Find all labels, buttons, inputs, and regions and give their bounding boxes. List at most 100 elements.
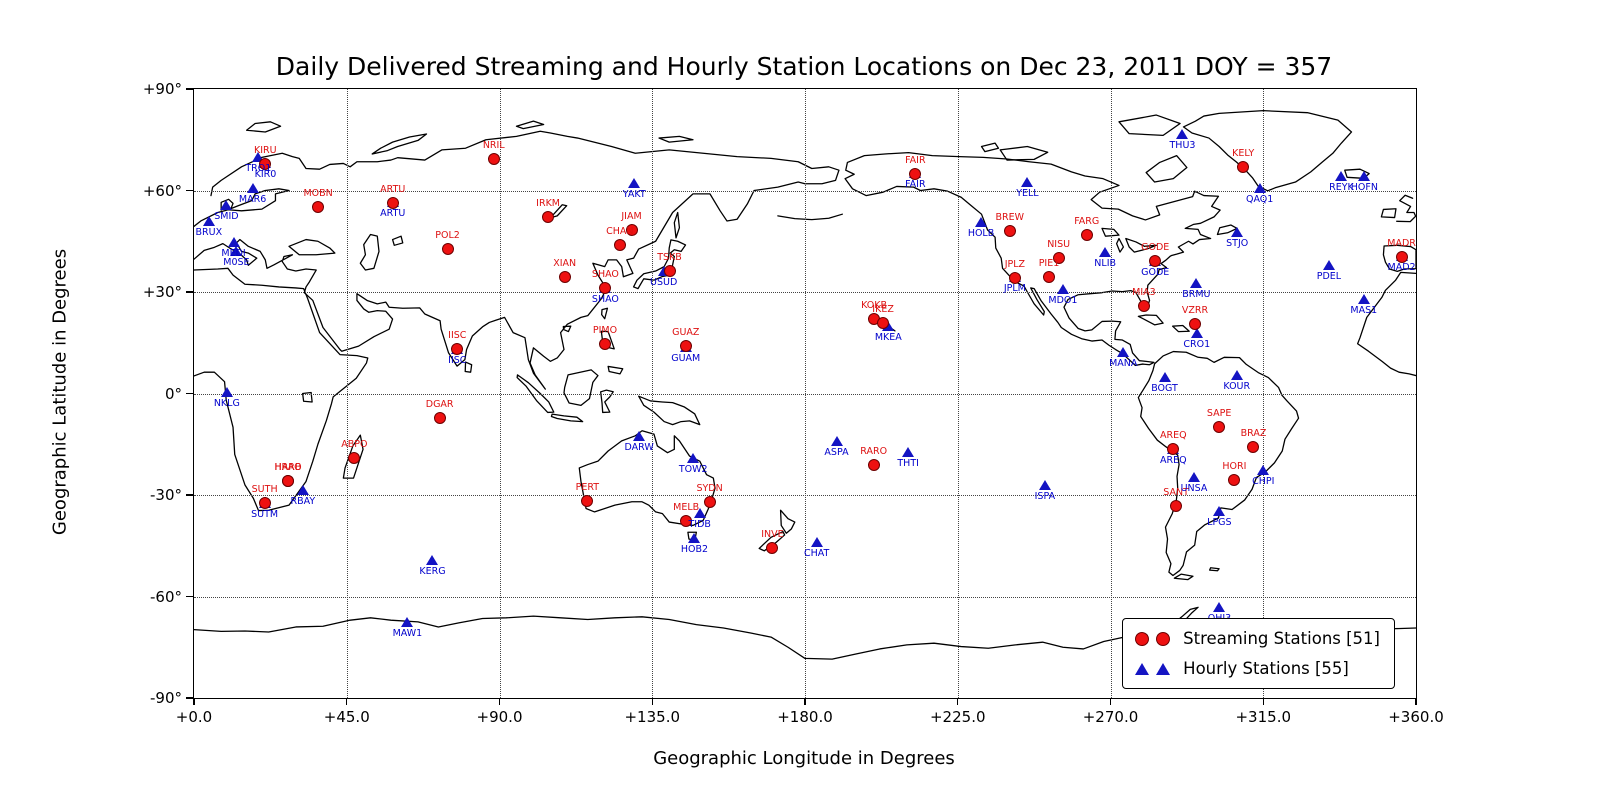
station-label: LPGS	[1207, 517, 1232, 529]
station-label: CHPI	[1252, 475, 1275, 487]
x-tick-mark	[1415, 698, 1417, 705]
streaming-station-marker	[1008, 271, 1021, 284]
station-label: MAD2	[1387, 262, 1416, 274]
y-tick-label: -90°	[150, 689, 182, 707]
hourly-station-marker	[426, 554, 439, 565]
station-label: IKEZ	[872, 304, 894, 316]
streaming-station-marker	[1080, 228, 1093, 241]
station-label: YAKT	[622, 189, 646, 201]
station-label: HORI	[1222, 460, 1247, 472]
station-label: THU3	[1169, 140, 1196, 152]
station-label: UNSA	[1180, 482, 1208, 494]
station-label: MDO1	[1048, 295, 1078, 307]
hourly-station-marker	[1357, 294, 1370, 305]
gridline-horizontal	[194, 393, 1416, 395]
hourly-station-marker	[1322, 260, 1335, 271]
station-label: HRAO	[274, 462, 302, 474]
streaming-station-marker	[703, 496, 716, 509]
streaming-station-marker	[599, 282, 612, 295]
hourly-station-marker	[688, 532, 701, 543]
legend: Streaming Stations [51] Hourly Stations …	[1122, 618, 1395, 689]
station-label: RARO	[860, 446, 888, 458]
legend-item-streaming: Streaming Stations [51]	[1135, 629, 1380, 648]
station-label: JPLZ	[1004, 258, 1026, 270]
streaming-marker-icon	[1156, 631, 1171, 646]
x-tick-mark	[1109, 698, 1112, 705]
station-label: CRO1	[1183, 338, 1211, 350]
y-tick-mark	[185, 697, 193, 699]
legend-label-hourly: Hourly Stations [55]	[1183, 659, 1349, 678]
streaming-station-marker	[680, 515, 693, 528]
station-label: DARW	[624, 442, 654, 454]
x-tick-label: +360.0	[1388, 708, 1444, 726]
station-label: FAIR	[905, 179, 926, 191]
station-label: KIR0	[254, 169, 277, 181]
station-label: SANT	[1163, 486, 1189, 498]
hourly-station-marker	[1099, 246, 1112, 257]
streaming-station-marker	[663, 265, 676, 278]
station-label: SUTH	[251, 484, 278, 496]
hourly-station-marker	[1358, 170, 1371, 181]
station-label: MAR6	[238, 193, 267, 205]
hourly-station-marker	[1038, 479, 1051, 490]
x-tick-label: +315.0	[1235, 708, 1292, 726]
y-tick-label: -60°	[150, 587, 182, 606]
hourly-station-marker	[220, 386, 233, 397]
gridline-horizontal	[194, 495, 1416, 496]
streaming-station-marker	[259, 157, 272, 170]
streaming-station-marker	[909, 167, 922, 180]
station-label: AREQ	[1160, 454, 1187, 466]
streaming-station-marker	[1228, 473, 1241, 486]
x-tick-label: +135.0	[624, 708, 681, 726]
station-label: MAW1	[392, 627, 423, 639]
station-label: HOFN	[1350, 181, 1378, 193]
station-label: REYK	[1329, 181, 1354, 193]
streaming-station-marker	[312, 201, 325, 213]
x-tick-mark	[957, 698, 959, 705]
streaming-station-marker	[867, 459, 880, 472]
y-axis-label: Geographic Latitude in Degrees	[49, 248, 71, 536]
station-label: ABPO	[341, 438, 368, 450]
gridline-horizontal	[194, 190, 1416, 192]
station-label: SHAO	[591, 294, 619, 306]
station-label: JIAM	[621, 211, 642, 223]
streaming-station-marker	[348, 451, 361, 464]
streaming-station-marker	[487, 152, 500, 165]
streaming-station-marker	[441, 243, 454, 256]
streaming-station-marker	[679, 340, 692, 353]
hourly-station-marker	[810, 536, 823, 547]
station-label: NLIB	[1094, 257, 1117, 269]
hourly-station-marker	[1190, 278, 1203, 289]
world-map-plot: Streaming Stations [51] Hourly Stations …	[143, 80, 1444, 726]
x-tick-label: +0.0	[175, 708, 213, 726]
x-tick-label: +90.0	[476, 708, 523, 726]
y-tick-mark	[185, 595, 193, 598]
hourly-station-marker	[902, 447, 915, 458]
station-label: BOGT	[1151, 383, 1178, 395]
station-label: VZRR	[1181, 305, 1209, 317]
streaming-station-marker	[1003, 224, 1016, 237]
station-label: HARB	[274, 461, 302, 473]
streaming-station-marker	[1237, 160, 1250, 173]
gridline-horizontal	[194, 292, 1416, 293]
station-label: GODE	[1141, 242, 1170, 254]
station-label: YELL	[1016, 187, 1039, 199]
hourly-station-marker	[1213, 602, 1226, 613]
hourly-station-marker	[1231, 226, 1244, 237]
hourly-station-marker	[1176, 129, 1189, 140]
streaming-station-marker	[877, 317, 890, 330]
hourly-station-marker	[1158, 372, 1171, 383]
station-label: XIAN	[553, 258, 577, 270]
legend-item-hourly: Hourly Stations [55]	[1135, 659, 1380, 678]
streaming-station-marker	[542, 210, 555, 223]
station-label: MAS1	[1350, 305, 1378, 317]
station-label: MEDI	[221, 248, 246, 260]
station-label: NKLG	[213, 397, 240, 409]
streaming-station-marker	[1213, 421, 1226, 434]
station-label: MADR	[1387, 237, 1416, 249]
streaming-marker-icon	[1135, 631, 1150, 646]
station-label: TSKB	[657, 252, 682, 264]
streaming-station-marker	[1395, 250, 1408, 263]
station-label: MOBN	[303, 188, 333, 199]
